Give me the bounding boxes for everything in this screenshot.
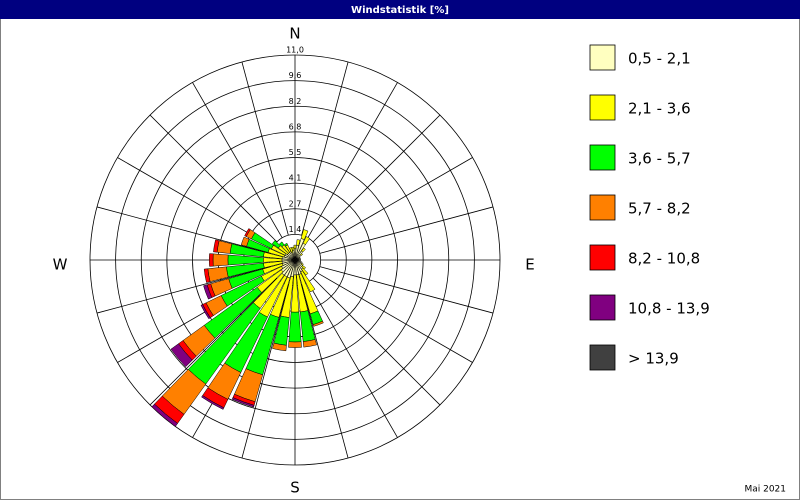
grid-ring	[89, 54, 501, 466]
r-tick-label: 2,7	[289, 199, 302, 208]
legend-swatch	[589, 94, 616, 121]
spoke	[319, 266, 494, 314]
legend-swatch	[589, 244, 616, 271]
grid-ring	[166, 131, 424, 389]
legend-swatch	[589, 194, 616, 221]
spoke	[149, 277, 278, 406]
compass-label: N	[289, 25, 300, 43]
wedge-segment	[291, 246, 295, 252]
spoke	[149, 114, 278, 243]
wedge-segment	[201, 395, 225, 410]
wedge-segment	[301, 265, 306, 270]
spoke	[316, 272, 473, 363]
compass-label: E	[525, 256, 534, 274]
wedge-segment	[299, 253, 303, 256]
wedge-segment	[301, 247, 306, 253]
wedge-segment	[289, 247, 294, 254]
wedge-segment	[231, 397, 255, 408]
grid-ring	[140, 105, 450, 415]
compass-label: W	[53, 256, 68, 274]
r-tick-label: 5,5	[289, 148, 302, 157]
legend-label: 10,8 - 13,9	[628, 300, 710, 318]
spoke	[312, 277, 441, 406]
spoke	[319, 206, 494, 254]
wedge-segment	[302, 236, 311, 245]
legend-label: 8,2 - 10,8	[628, 250, 700, 268]
wedge-segment	[170, 343, 193, 368]
spoke	[241, 284, 289, 459]
spoke	[316, 157, 473, 248]
chart-title: Windstatistik [%]	[351, 5, 449, 16]
compass-label: S	[290, 479, 300, 497]
legend-label: 0,5 - 2,1	[628, 50, 691, 68]
r-tick-label: 8,2	[289, 97, 302, 106]
spoke	[241, 61, 289, 236]
wedge-segment	[271, 240, 281, 249]
wedge-segment	[284, 242, 289, 247]
wedge-segment	[213, 239, 220, 253]
legend-label: 3,6 - 5,7	[628, 150, 691, 168]
wedge-segment	[209, 253, 214, 267]
spoke	[307, 281, 398, 438]
wedge-segment	[302, 339, 317, 348]
wedge-segment	[312, 320, 324, 327]
date-note: Mai 2021	[744, 485, 786, 495]
legend-swatch	[589, 344, 616, 371]
wedge-segment	[293, 244, 297, 250]
r-tick-label: 6,8	[289, 122, 302, 131]
wedge-segment	[200, 304, 211, 320]
wedge-segment	[272, 342, 287, 352]
legend-label: 5,7 - 8,2	[628, 200, 691, 218]
r-tick-label: 4,1	[289, 174, 302, 183]
r-tick-label: 1,4	[289, 225, 302, 234]
wedge-segment	[300, 270, 316, 293]
wedge-segment	[212, 253, 229, 267]
grid-ring	[192, 157, 398, 363]
wedge-segment	[288, 311, 302, 343]
wedge-segment	[300, 229, 309, 240]
legend-swatch	[589, 44, 616, 71]
wedge-segment	[203, 268, 211, 283]
wedge-segment	[240, 236, 250, 247]
wedge-segment	[203, 284, 213, 300]
spoke	[307, 82, 398, 239]
wedge-segment	[296, 239, 301, 246]
title-bar	[0, 0, 800, 19]
spoke	[301, 61, 349, 236]
wedges	[151, 228, 324, 427]
legend-label: > 13,9	[628, 350, 679, 368]
spoke	[301, 284, 349, 459]
spoke	[192, 82, 283, 239]
wedge-segment	[301, 267, 309, 276]
spoke	[312, 114, 441, 243]
spoke	[96, 266, 271, 314]
grid-ring	[115, 80, 475, 440]
r-tick-label: 11,0	[286, 46, 304, 55]
r-tick-label: 9,6	[289, 71, 302, 80]
grid	[89, 54, 501, 466]
legend-swatch	[589, 294, 616, 321]
wedge-segment	[288, 341, 302, 348]
legend-label: 2,1 - 3,6	[628, 100, 691, 118]
legend: 0,5 - 2,1 2,1 - 3,6 3,6 - 5,7 5,7 - 8,2 8,2 …	[589, 44, 710, 371]
wedge-segment	[279, 241, 285, 248]
wedge-segment	[151, 403, 178, 427]
spoke	[96, 206, 271, 254]
wedge-segment	[244, 228, 251, 237]
legend-swatch	[589, 144, 616, 171]
labels: 1,4 2,7 4,1 5,5 6,8 8,2 9,6 11,0 N E S W	[53, 25, 535, 497]
